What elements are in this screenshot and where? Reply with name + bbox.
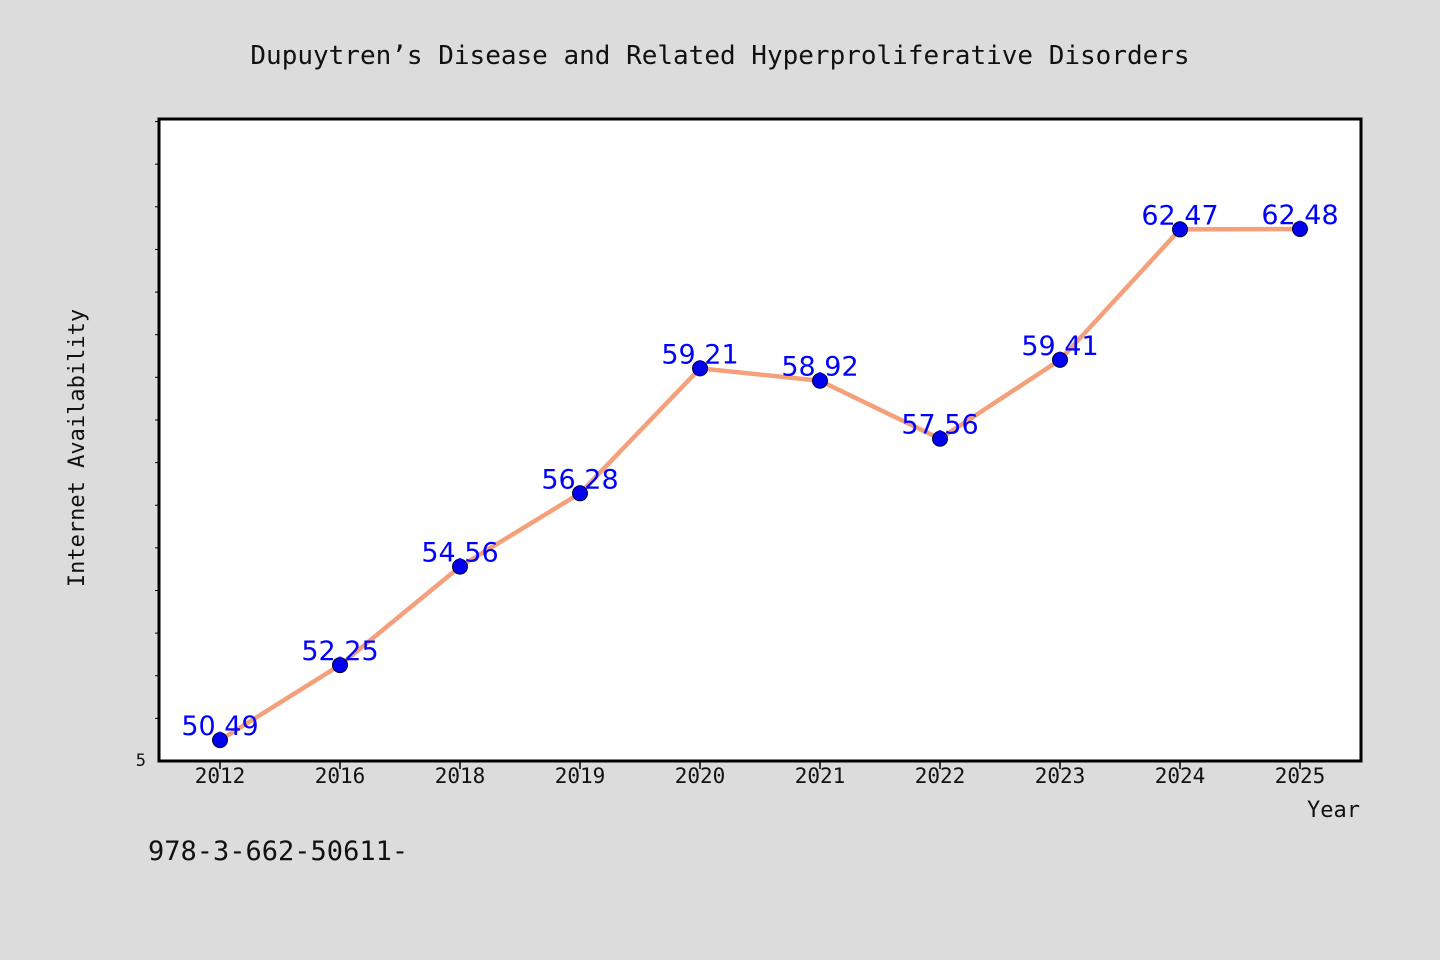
y-axis-ticks <box>155 121 159 719</box>
data-point <box>812 372 828 389</box>
data-label: 59.21 <box>661 339 738 370</box>
data-label: 59.41 <box>1021 331 1098 362</box>
x-tick-label: 2021 <box>795 764 846 788</box>
data-point <box>212 732 228 749</box>
data-point <box>692 360 708 377</box>
y-axis-label: Internet Availability <box>65 309 90 587</box>
data-label: 56.28 <box>541 464 618 495</box>
data-label: 57.56 <box>901 410 978 441</box>
x-tick-label: 2024 <box>1155 764 1206 788</box>
x-tick-label: 2012 <box>195 764 246 788</box>
x-axis-ticks: 2012 2016 2018 2019 2020 2021 2022 2023 2024 2025 <box>195 761 1326 788</box>
series-layer: 50.49 52.25 54.56 56.28 59.21 58.92 57.56 59.41… <box>181 200 1339 749</box>
data-label: 58.92 <box>781 352 858 383</box>
data-point <box>572 485 588 502</box>
data-point <box>1052 351 1068 368</box>
data-point <box>932 430 948 447</box>
x-tick-label: 2025 <box>1275 764 1326 788</box>
data-point <box>452 558 468 575</box>
x-tick-label: 2020 <box>675 764 726 788</box>
x-tick-label: 2019 <box>555 764 606 788</box>
data-point <box>1292 220 1308 237</box>
x-tick-label: 2018 <box>435 764 486 788</box>
data-label: 50.49 <box>181 711 258 742</box>
data-label: 62.47 <box>1141 200 1218 231</box>
isbn-text: 978-3-662-50611- <box>148 836 409 867</box>
data-label: 52.25 <box>301 636 378 667</box>
x-tick-label: 2023 <box>1035 764 1086 788</box>
data-point <box>1172 221 1188 238</box>
data-point <box>332 657 348 674</box>
data-label: 62.48 <box>1261 200 1338 231</box>
x-tick-label: 2022 <box>915 764 966 788</box>
x-tick-label: 2016 <box>315 764 366 788</box>
series-line <box>217 226 1303 743</box>
x-axis-label: Year <box>1307 798 1360 823</box>
data-label: 54.56 <box>421 538 498 569</box>
chart-title: Dupuytren’s Disease and Related Hyperpro… <box>250 41 1189 71</box>
y-tick-label: 5 <box>136 751 146 771</box>
plot-area <box>157 117 1363 763</box>
